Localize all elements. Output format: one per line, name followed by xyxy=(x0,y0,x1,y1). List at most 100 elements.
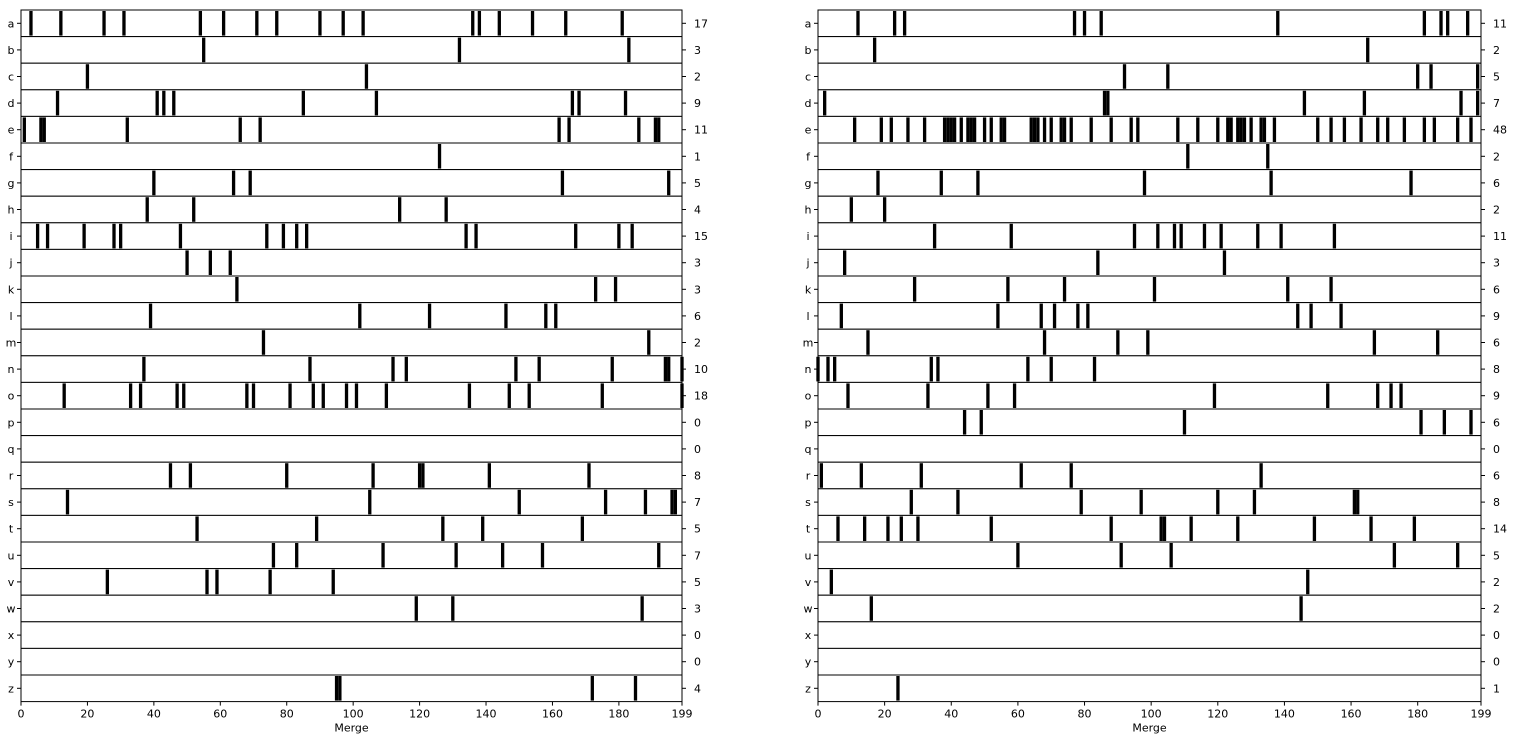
x-tick-label-180: 180 xyxy=(608,708,629,721)
row-label-t: t xyxy=(9,523,14,536)
row-label-a: a xyxy=(805,17,812,30)
event-mark-e-22 xyxy=(1059,117,1063,142)
event-mark-e-2 xyxy=(889,117,893,142)
event-mark-i-9 xyxy=(305,223,309,249)
event-mark-s-0 xyxy=(65,489,70,515)
row-count-b: 2 xyxy=(1493,44,1500,57)
row-label-q: q xyxy=(805,443,812,456)
event-mark-e-32 xyxy=(1226,117,1230,142)
event-mark-b-1 xyxy=(457,37,462,63)
row-b-frame xyxy=(817,36,1482,64)
event-mark-c-4 xyxy=(1476,64,1480,89)
row-count-g: 6 xyxy=(1493,177,1500,190)
x-tick-label-60: 60 xyxy=(213,708,227,721)
event-mark-o-11 xyxy=(354,383,359,408)
event-mark-a-0 xyxy=(856,11,860,36)
row-count-f: 1 xyxy=(694,150,701,163)
row-h-frame xyxy=(20,195,683,224)
row-v-frame xyxy=(20,568,683,596)
event-mark-e-35 xyxy=(1239,117,1243,142)
row-label-i: i xyxy=(9,230,12,243)
row-label-t: t xyxy=(806,523,811,536)
event-mark-a-2 xyxy=(902,11,907,36)
event-mark-l-0 xyxy=(839,303,843,329)
event-mark-o-5 xyxy=(1326,383,1330,408)
row-count-f: 2 xyxy=(1493,150,1500,163)
row-k-frame xyxy=(20,275,683,304)
event-mark-e-51 xyxy=(1469,117,1473,142)
event-mark-r-7 xyxy=(587,463,591,488)
event-mark-i-13 xyxy=(617,223,621,249)
event-mark-h-2 xyxy=(398,197,402,222)
event-mark-o-0 xyxy=(846,383,850,408)
event-mark-e-34 xyxy=(1236,117,1240,142)
event-mark-h-3 xyxy=(444,197,448,222)
event-mark-g-0 xyxy=(876,170,880,196)
event-mark-w-0 xyxy=(414,596,418,621)
event-mark-i-12 xyxy=(574,223,578,249)
event-mark-m-0 xyxy=(866,330,870,355)
row-count-w: 3 xyxy=(694,603,701,616)
event-mark-e-44 xyxy=(1359,117,1363,142)
x-tick-label-40: 40 xyxy=(944,708,958,721)
row-f-frame xyxy=(817,142,1482,171)
event-mark-i-6 xyxy=(265,223,269,249)
event-mark-i-1 xyxy=(1009,223,1013,249)
x-tick-label-199: 199 xyxy=(672,708,693,721)
row-r-frame xyxy=(20,461,683,490)
event-mark-l-2 xyxy=(1039,303,1043,329)
x-tick-label-160: 160 xyxy=(1341,708,1362,721)
event-mark-t-1 xyxy=(862,516,867,541)
event-mark-i-4 xyxy=(118,223,123,249)
event-mark-o-9 xyxy=(321,383,325,408)
event-mark-p-5 xyxy=(1469,410,1473,435)
event-mark-g-4 xyxy=(1269,170,1273,196)
event-mark-t-12 xyxy=(1369,516,1373,541)
event-mark-n-1 xyxy=(308,356,312,382)
event-mark-a-7 xyxy=(1422,11,1427,36)
row-q-frame xyxy=(817,435,1482,463)
event-mark-a-3 xyxy=(1072,11,1077,36)
event-mark-i-11 xyxy=(474,223,478,249)
event-mark-k-0 xyxy=(912,277,917,302)
event-mark-d-3 xyxy=(172,90,176,116)
row-label-s: s xyxy=(8,496,14,509)
row-u-frame xyxy=(20,541,683,570)
event-mark-t-11 xyxy=(1312,516,1317,541)
event-mark-e-39 xyxy=(1262,117,1267,142)
event-mark-g-4 xyxy=(667,170,671,196)
row-label-o: o xyxy=(8,390,15,403)
event-mark-a-3 xyxy=(122,11,126,36)
event-mark-o-1 xyxy=(926,383,930,408)
event-mark-t-9 xyxy=(1189,516,1193,541)
row-label-v: v xyxy=(805,576,812,589)
event-mark-e-6 xyxy=(557,117,561,142)
event-mark-i-14 xyxy=(630,223,634,249)
event-mark-e-2 xyxy=(42,117,46,142)
row-y-frame xyxy=(817,647,1482,676)
row-count-k: 3 xyxy=(694,283,701,296)
event-mark-s-6 xyxy=(673,489,678,515)
event-mark-m-4 xyxy=(1372,330,1377,355)
event-mark-e-10 xyxy=(966,117,970,142)
row-count-u: 7 xyxy=(694,549,701,562)
event-mark-o-0 xyxy=(62,383,66,408)
event-mark-c-1 xyxy=(364,64,369,89)
row-c-frame xyxy=(817,62,1482,91)
row-y-frame xyxy=(20,647,683,676)
row-b-frame xyxy=(20,36,683,64)
event-mark-e-36 xyxy=(1242,117,1247,142)
event-mark-z-3 xyxy=(633,676,638,701)
row-count-y: 0 xyxy=(1493,656,1500,669)
row-label-e: e xyxy=(8,124,15,137)
event-mark-s-3 xyxy=(603,489,608,515)
event-mark-b-0 xyxy=(872,37,877,63)
event-mark-e-11 xyxy=(969,117,973,142)
row-label-w: w xyxy=(804,603,813,616)
event-mark-z-0 xyxy=(896,676,900,701)
row-count-m: 6 xyxy=(1493,337,1500,350)
event-mark-j-2 xyxy=(228,250,232,275)
row-u-frame xyxy=(817,541,1482,570)
event-mark-a-1 xyxy=(892,11,897,36)
event-mark-o-7 xyxy=(1389,383,1393,408)
